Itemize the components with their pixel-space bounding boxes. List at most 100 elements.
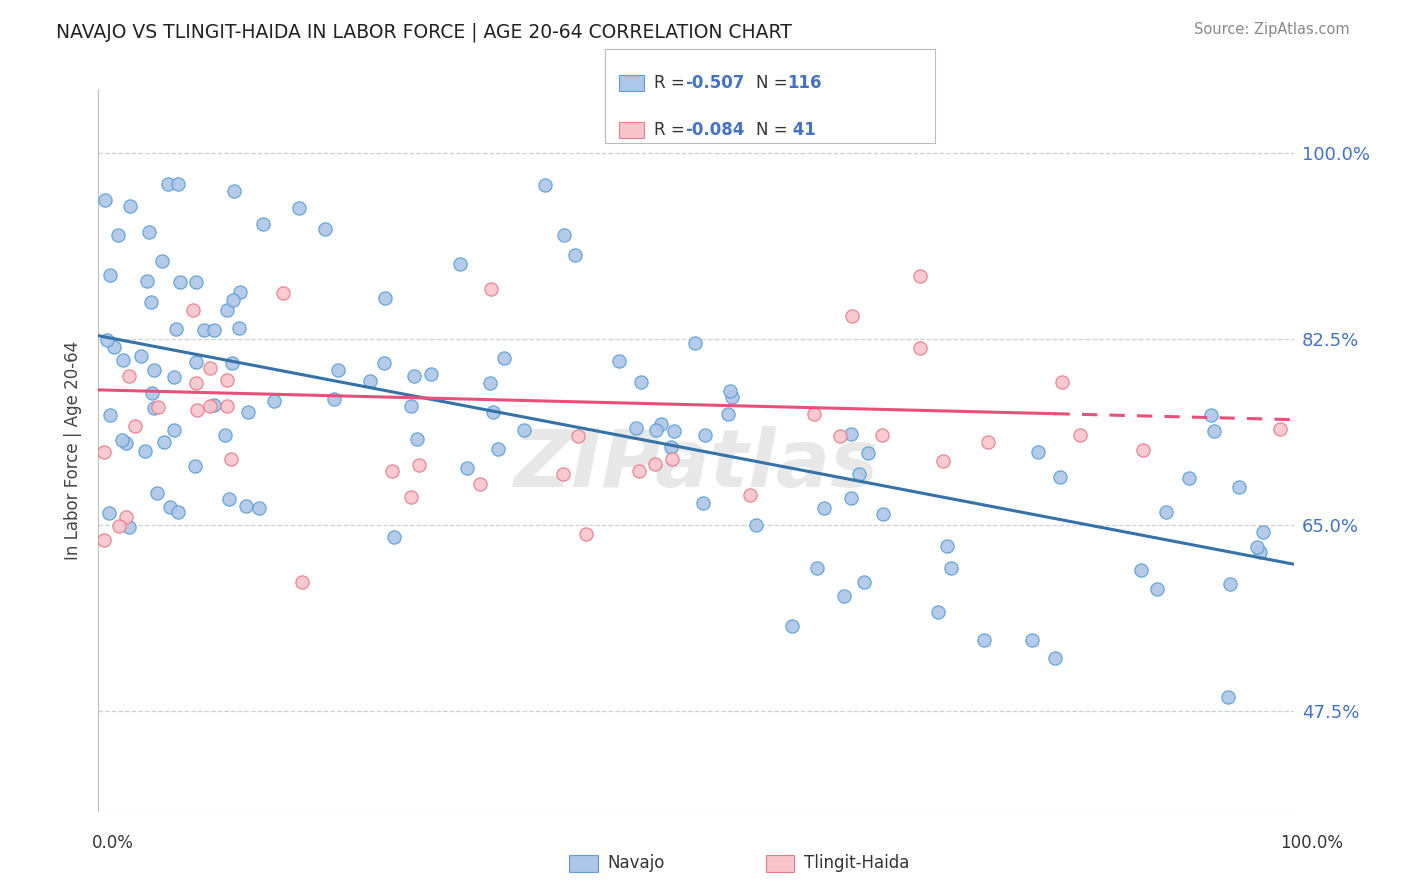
Point: [852, 574, 875, 589]
Point: [1249, 545, 1271, 559]
Point: [405, 432, 427, 446]
Text: 0.0%: 0.0%: [91, 834, 134, 852]
Point: [114, 436, 136, 450]
Point: [1043, 651, 1066, 665]
Point: [134, 444, 156, 458]
Point: [834, 589, 856, 603]
Point: [1130, 563, 1153, 577]
Point: [932, 454, 955, 468]
Point: [717, 407, 740, 421]
Text: R =: R =: [654, 121, 690, 139]
Point: [214, 427, 236, 442]
Point: [973, 633, 995, 648]
Point: [247, 500, 270, 515]
Point: [564, 248, 586, 262]
Point: [98, 268, 121, 282]
Point: [401, 490, 423, 504]
Point: [1132, 442, 1154, 457]
Point: [186, 376, 208, 390]
Point: [124, 418, 146, 433]
Point: [1199, 408, 1222, 422]
Point: [219, 451, 242, 466]
Point: [1069, 428, 1091, 442]
Point: [908, 268, 931, 283]
Point: [1178, 471, 1201, 485]
Point: [143, 363, 166, 377]
Point: [181, 302, 204, 317]
Point: [252, 217, 274, 231]
Point: [186, 402, 208, 417]
Point: [228, 321, 250, 335]
Point: [839, 491, 862, 505]
Point: [449, 257, 471, 271]
Point: [936, 539, 959, 553]
Point: [551, 467, 574, 482]
Point: [644, 457, 666, 471]
Point: [468, 476, 491, 491]
Point: [661, 451, 683, 466]
Point: [186, 355, 208, 369]
Point: [1021, 633, 1043, 648]
Point: [841, 309, 863, 323]
Point: [806, 561, 828, 575]
Point: [401, 400, 423, 414]
Point: [139, 294, 162, 309]
Point: [108, 518, 131, 533]
Point: [692, 495, 714, 509]
Point: [662, 424, 685, 438]
Text: 116: 116: [787, 74, 823, 92]
Point: [1270, 422, 1292, 436]
Point: [374, 291, 396, 305]
Point: [115, 510, 138, 524]
Point: [494, 351, 516, 365]
Point: [872, 507, 894, 521]
Point: [780, 619, 803, 633]
Point: [222, 293, 245, 307]
Point: [103, 339, 125, 353]
Point: [1246, 540, 1268, 554]
Point: [359, 374, 381, 388]
Point: [553, 228, 575, 243]
Point: [513, 423, 536, 437]
Point: [745, 517, 768, 532]
Point: [96, 333, 118, 347]
Point: [221, 356, 243, 370]
Text: N =: N =: [756, 74, 793, 92]
Point: [131, 349, 153, 363]
Point: [813, 501, 835, 516]
Point: [650, 417, 672, 431]
Point: [479, 282, 502, 296]
Point: [198, 400, 221, 414]
Point: [575, 526, 598, 541]
Point: [1202, 424, 1225, 438]
Point: [218, 492, 240, 507]
Point: [720, 391, 742, 405]
Point: [186, 276, 208, 290]
Point: [202, 398, 225, 412]
Point: [118, 199, 141, 213]
Point: [533, 178, 555, 192]
Point: [858, 445, 880, 459]
Point: [630, 376, 652, 390]
Point: [314, 222, 336, 236]
Point: [839, 427, 862, 442]
Point: [93, 533, 115, 548]
Point: [685, 336, 707, 351]
Point: [94, 193, 117, 207]
Point: [100, 408, 122, 422]
Point: [870, 428, 893, 442]
Point: [163, 423, 186, 437]
Text: R =: R =: [654, 74, 690, 92]
Point: [215, 302, 238, 317]
Point: [626, 421, 648, 435]
Point: [738, 488, 761, 502]
Point: [803, 408, 825, 422]
Point: [1154, 505, 1177, 519]
Point: [607, 353, 630, 368]
Point: [271, 285, 294, 300]
Point: [404, 368, 426, 383]
Point: [142, 401, 165, 416]
Point: [1146, 582, 1168, 596]
Point: [828, 429, 851, 443]
Point: [118, 368, 141, 383]
